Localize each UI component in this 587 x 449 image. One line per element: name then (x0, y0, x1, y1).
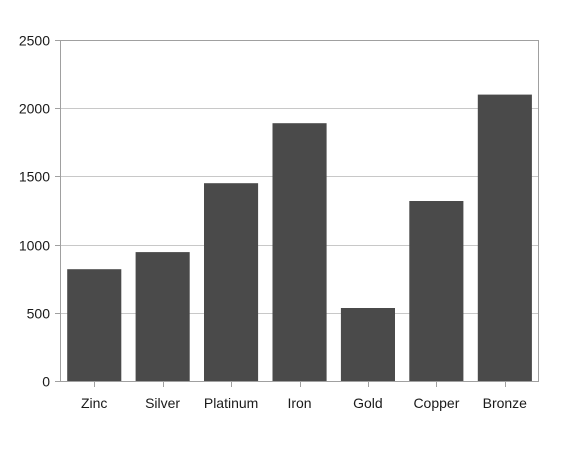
bar-gold (340, 308, 395, 381)
x-tick-label: Zinc (81, 395, 107, 411)
bar-silver (135, 252, 190, 381)
bar-copper (409, 201, 464, 381)
plot-border (60, 40, 539, 382)
y-tick-label: 1500 (19, 169, 50, 185)
y-axis-tick-labels: 0 500 1000 1500 2000 2500 (19, 33, 50, 390)
y-tick-label: 1000 (19, 238, 50, 254)
y-tick-label: 2500 (19, 33, 50, 49)
x-tick-label: Gold (353, 395, 383, 411)
bar-platinum (204, 183, 259, 381)
x-tick-label: Iron (287, 395, 311, 411)
x-tick-label: Bronze (483, 395, 528, 411)
y-tick-label: 500 (27, 306, 51, 322)
bar-bronze (477, 94, 532, 381)
y-tick-label: 0 (42, 374, 50, 390)
x-axis-tick-labels: Zinc Silver Platinum Iron Gold Copper Bronze (81, 395, 527, 411)
y-tick-label: 2000 (19, 101, 50, 117)
x-tick-label: Copper (413, 395, 459, 411)
bar-zinc (67, 269, 122, 381)
x-tick-label: Platinum (204, 395, 258, 411)
bar-iron (272, 123, 327, 381)
axes (55, 40, 539, 387)
bars (67, 94, 532, 381)
x-tick-label: Silver (145, 395, 180, 411)
